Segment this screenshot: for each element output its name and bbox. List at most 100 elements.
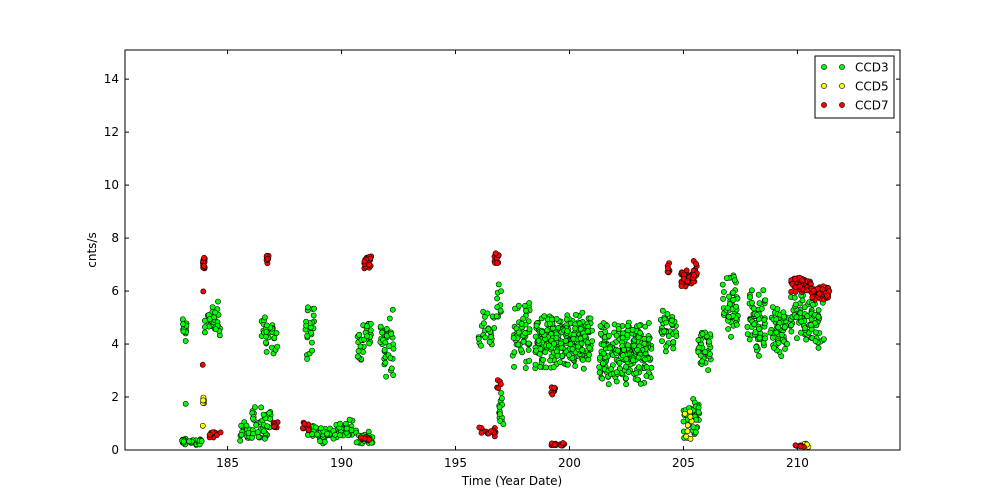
data-point-ccd3 <box>812 329 819 336</box>
x-axis-label: Time (Year Date) <box>461 474 562 488</box>
data-point-ccd3 <box>382 339 389 346</box>
data-point-ccd3 <box>642 356 649 363</box>
data-point-ccd3 <box>182 400 189 407</box>
data-point-ccd3 <box>510 335 517 341</box>
data-point-ccd7 <box>824 292 830 299</box>
data-point-ccd3 <box>587 315 594 322</box>
data-point-ccd3 <box>646 320 652 326</box>
data-point-ccd3 <box>661 328 668 335</box>
data-point-ccd3 <box>762 297 769 303</box>
data-point-ccd7 <box>678 283 685 289</box>
data-point-ccd3 <box>262 339 269 346</box>
data-point-ccd3 <box>604 322 610 329</box>
data-point-ccd3 <box>494 295 500 302</box>
y-tick-label: 8 <box>111 231 119 245</box>
data-point-ccd3 <box>579 346 586 353</box>
data-point-ccd3 <box>664 311 671 317</box>
data-point-ccd3 <box>212 326 219 332</box>
data-point-ccd3 <box>262 333 269 340</box>
data-point-ccd3 <box>309 431 316 438</box>
data-point-ccd3 <box>377 323 384 330</box>
data-point-ccd3 <box>753 344 760 350</box>
data-point-ccd3 <box>702 349 708 355</box>
data-point-ccd3 <box>586 345 593 351</box>
y-tick-label: 12 <box>104 125 119 139</box>
legend-frame <box>814 55 895 119</box>
data-point-ccd3 <box>387 355 394 361</box>
data-point-ccd3 <box>788 322 795 329</box>
data-point-ccd3 <box>773 316 780 323</box>
data-point-ccd3 <box>781 313 787 320</box>
data-point-ccd3 <box>760 287 767 294</box>
data-point-ccd5 <box>682 410 688 417</box>
series-ccd5 <box>199 394 812 450</box>
data-point-ccd3 <box>613 332 620 339</box>
data-point-ccd3 <box>616 365 623 372</box>
data-point-ccd3 <box>728 333 734 340</box>
data-point-ccd3 <box>579 356 586 363</box>
data-point-ccd3 <box>798 329 804 336</box>
data-point-ccd3 <box>821 336 827 342</box>
data-point-ccd3 <box>751 305 757 312</box>
data-point-ccd3 <box>659 307 666 314</box>
data-point-ccd3 <box>553 335 560 341</box>
x-tick-label: 200 <box>558 456 581 470</box>
data-point-ccd3 <box>815 307 822 314</box>
data-point-ccd3 <box>271 334 278 341</box>
y-tick-label: 2 <box>111 390 119 404</box>
data-point-ccd3 <box>264 423 271 430</box>
data-point-ccd3 <box>249 434 255 441</box>
data-point-ccd3 <box>366 340 373 347</box>
data-point-ccd7 <box>366 261 372 268</box>
data-point-ccd3 <box>804 313 811 320</box>
data-point-ccd3 <box>802 325 808 332</box>
data-point-ccd3 <box>522 302 528 309</box>
data-point-ccd3 <box>500 421 507 428</box>
data-point-ccd7 <box>551 441 558 448</box>
data-point-ccd3 <box>784 340 790 347</box>
data-point-ccd3 <box>634 346 641 353</box>
data-point-ccd3 <box>725 313 732 320</box>
data-point-ccd3 <box>356 331 362 338</box>
data-point-ccd3 <box>564 361 571 368</box>
data-point-ccd3 <box>209 304 216 310</box>
data-point-ccd7 <box>361 258 368 265</box>
data-point-ccd3 <box>525 340 532 347</box>
data-point-ccd7 <box>693 260 699 267</box>
data-point-ccd7 <box>206 431 213 438</box>
data-point-ccd3 <box>526 300 533 306</box>
data-point-ccd3 <box>597 323 604 329</box>
data-point-ccd3 <box>304 356 310 362</box>
data-point-ccd3 <box>756 325 762 332</box>
data-point-ccd3 <box>793 314 800 321</box>
data-point-ccd3 <box>211 314 218 321</box>
data-point-ccd3 <box>723 275 730 281</box>
data-point-ccd7 <box>497 381 504 388</box>
data-point-ccd3 <box>746 336 753 343</box>
data-point-ccd3 <box>379 329 385 336</box>
data-point-ccd3 <box>381 347 388 353</box>
legend-marker-ccd7 <box>839 102 845 108</box>
data-point-ccd7 <box>551 384 558 391</box>
data-point-ccd7 <box>680 275 687 282</box>
data-point-ccd3 <box>706 338 712 345</box>
data-point-ccd3 <box>613 369 620 376</box>
y-tick-label: 6 <box>111 284 119 298</box>
data-point-ccd3 <box>695 337 702 343</box>
data-point-ccd3 <box>659 338 665 344</box>
data-point-ccd3 <box>572 311 579 318</box>
data-point-ccd3 <box>778 331 785 338</box>
data-point-ccd3 <box>498 288 504 294</box>
data-point-ccd3 <box>646 336 652 343</box>
legend-marker-ccd5 <box>821 83 827 89</box>
data-point-ccd3 <box>566 352 572 358</box>
data-point-ccd3 <box>357 343 364 350</box>
data-point-ccd3 <box>383 325 390 332</box>
data-point-ccd3 <box>699 331 706 337</box>
data-point-ccd3 <box>623 381 629 388</box>
data-point-ccd7 <box>810 287 817 294</box>
data-point-ccd3 <box>480 320 487 327</box>
data-point-ccd3 <box>496 411 503 418</box>
data-point-ccd7 <box>792 442 799 449</box>
data-point-ccd3 <box>631 342 637 349</box>
